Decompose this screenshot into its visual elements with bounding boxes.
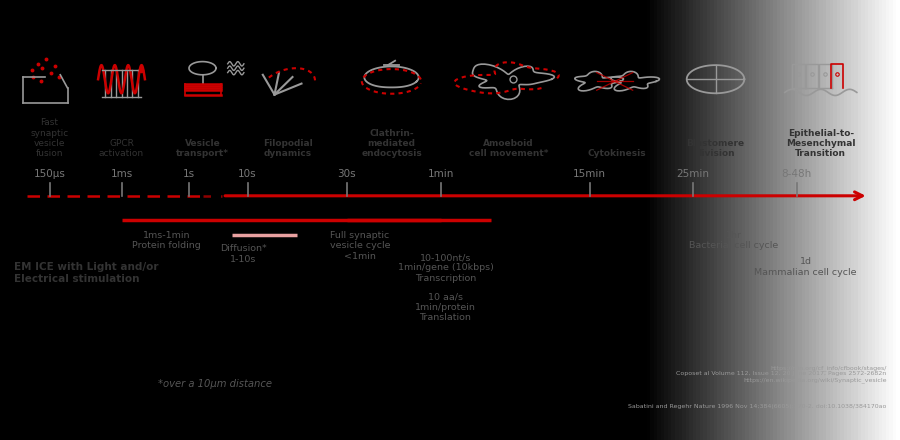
Text: 1s: 1s — [183, 169, 195, 179]
Text: 10-100nt/s
1min/gene (10kbps)
Transcription: 10-100nt/s 1min/gene (10kbps) Transcript… — [398, 253, 493, 283]
Text: Vesicle
transport*: Vesicle transport* — [176, 139, 229, 158]
Text: EM ICE with Light and/or
Electrical stimulation: EM ICE with Light and/or Electrical stim… — [14, 262, 158, 284]
Text: Filopodial
dynamics: Filopodial dynamics — [263, 139, 313, 158]
Text: Fast
synaptic
vesicle
fusion: Fast synaptic vesicle fusion — [31, 118, 68, 158]
Text: Sabatini and Regehr Nature 1996 Nov 14;384(6605):170-2. doi:10.1038/384170ao: Sabatini and Regehr Nature 1996 Nov 14;3… — [628, 404, 886, 409]
Text: 1hr
Bacterial cell cycle: 1hr Bacterial cell cycle — [688, 231, 778, 250]
Text: 10 aa/s
1min/protein
Translation: 10 aa/s 1min/protein Translation — [415, 293, 476, 323]
Text: 15min: 15min — [573, 169, 606, 179]
Text: Diffusion*
1-10s: Diffusion* 1-10s — [220, 244, 266, 264]
Text: 1ms-1min
Protein folding: 1ms-1min Protein folding — [132, 231, 201, 250]
Text: Blastomere
division: Blastomere division — [687, 139, 744, 158]
Text: 150μs: 150μs — [33, 169, 66, 179]
Text: Full synaptic
vesicle cycle
<1min: Full synaptic vesicle cycle <1min — [329, 231, 391, 261]
Text: 1ms: 1ms — [111, 169, 132, 179]
Text: 1d
Mammalian cell cycle: 1d Mammalian cell cycle — [754, 257, 857, 277]
Text: *over a 10μm distance: *over a 10μm distance — [158, 379, 272, 389]
Text: 10s: 10s — [238, 169, 256, 179]
Text: https://rfin.org/cf_info/cfbook/stages/
Coposet al Volume 112, Issue 12, 20 June: https://rfin.org/cf_info/cfbook/stages/ … — [676, 365, 886, 383]
Text: GPCR
activation: GPCR activation — [99, 139, 144, 158]
Text: Epithelial-to-
Mesenchymal
Transition: Epithelial-to- Mesenchymal Transition — [786, 128, 856, 158]
Text: 8-48h: 8-48h — [781, 169, 812, 179]
Text: 1min: 1min — [428, 169, 454, 179]
Text: Clathrin-
mediated
endocytosis: Clathrin- mediated endocytosis — [361, 128, 422, 158]
Text: Cytokinesis: Cytokinesis — [587, 150, 646, 158]
Text: 25min: 25min — [677, 169, 709, 179]
Text: 30s: 30s — [338, 169, 356, 179]
Text: Amoeboid
cell movement*: Amoeboid cell movement* — [469, 139, 548, 158]
